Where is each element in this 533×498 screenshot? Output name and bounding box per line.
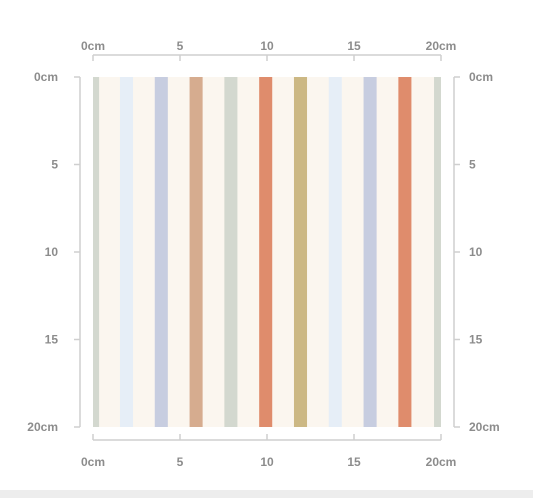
ruler-left-label: 5	[51, 158, 58, 172]
ruler-bottom-label: 0cm	[81, 455, 105, 469]
ruler-bottom-label: 20cm	[426, 455, 457, 469]
ruler-bottom: 0cm 5 10 15 20cm	[81, 434, 456, 469]
ruler-top-label: 15	[347, 39, 361, 53]
ruler-top-label: 10	[260, 39, 274, 53]
stripe-3	[154, 77, 168, 427]
ruler-left-label: 10	[45, 245, 59, 259]
ruler-left: 0cm 5 10 15 20cm	[27, 70, 81, 434]
ruler-top-label: 0cm	[81, 39, 105, 53]
bottom-divider	[0, 490, 533, 498]
stripe-1	[93, 77, 100, 427]
stripe-group	[93, 77, 441, 427]
ruler-bottom-label: 5	[177, 455, 184, 469]
ruler-right-label: 5	[469, 158, 476, 172]
stripe-11	[434, 77, 441, 427]
stripe-4	[189, 77, 203, 427]
stripe-5	[224, 77, 238, 427]
stripe-8	[328, 77, 342, 427]
ruler-right-label: 10	[469, 245, 483, 259]
stripe-7	[293, 77, 308, 427]
stripe-9	[363, 77, 377, 427]
ruler-top-label: 5	[177, 39, 184, 53]
ruler-top: 0cm 5 10 15 20cm	[81, 39, 456, 61]
ruler-left-label: 15	[45, 333, 59, 347]
ruler-bottom-label: 10	[260, 455, 274, 469]
ruler-left-label: 20cm	[27, 420, 58, 434]
stripe-2	[119, 77, 134, 427]
stripe-6	[259, 77, 273, 427]
ruler-right: 0cm 5 10 15 20cm	[453, 70, 500, 434]
ruler-top-label: 20cm	[426, 39, 457, 53]
ruler-right-label: 0cm	[469, 70, 493, 84]
ruler-bottom-label: 15	[347, 455, 361, 469]
ruler-right-label: 15	[469, 333, 483, 347]
ruler-left-label: 0cm	[34, 70, 58, 84]
stripe-10	[398, 77, 412, 427]
ruler-right-label: 20cm	[469, 420, 500, 434]
